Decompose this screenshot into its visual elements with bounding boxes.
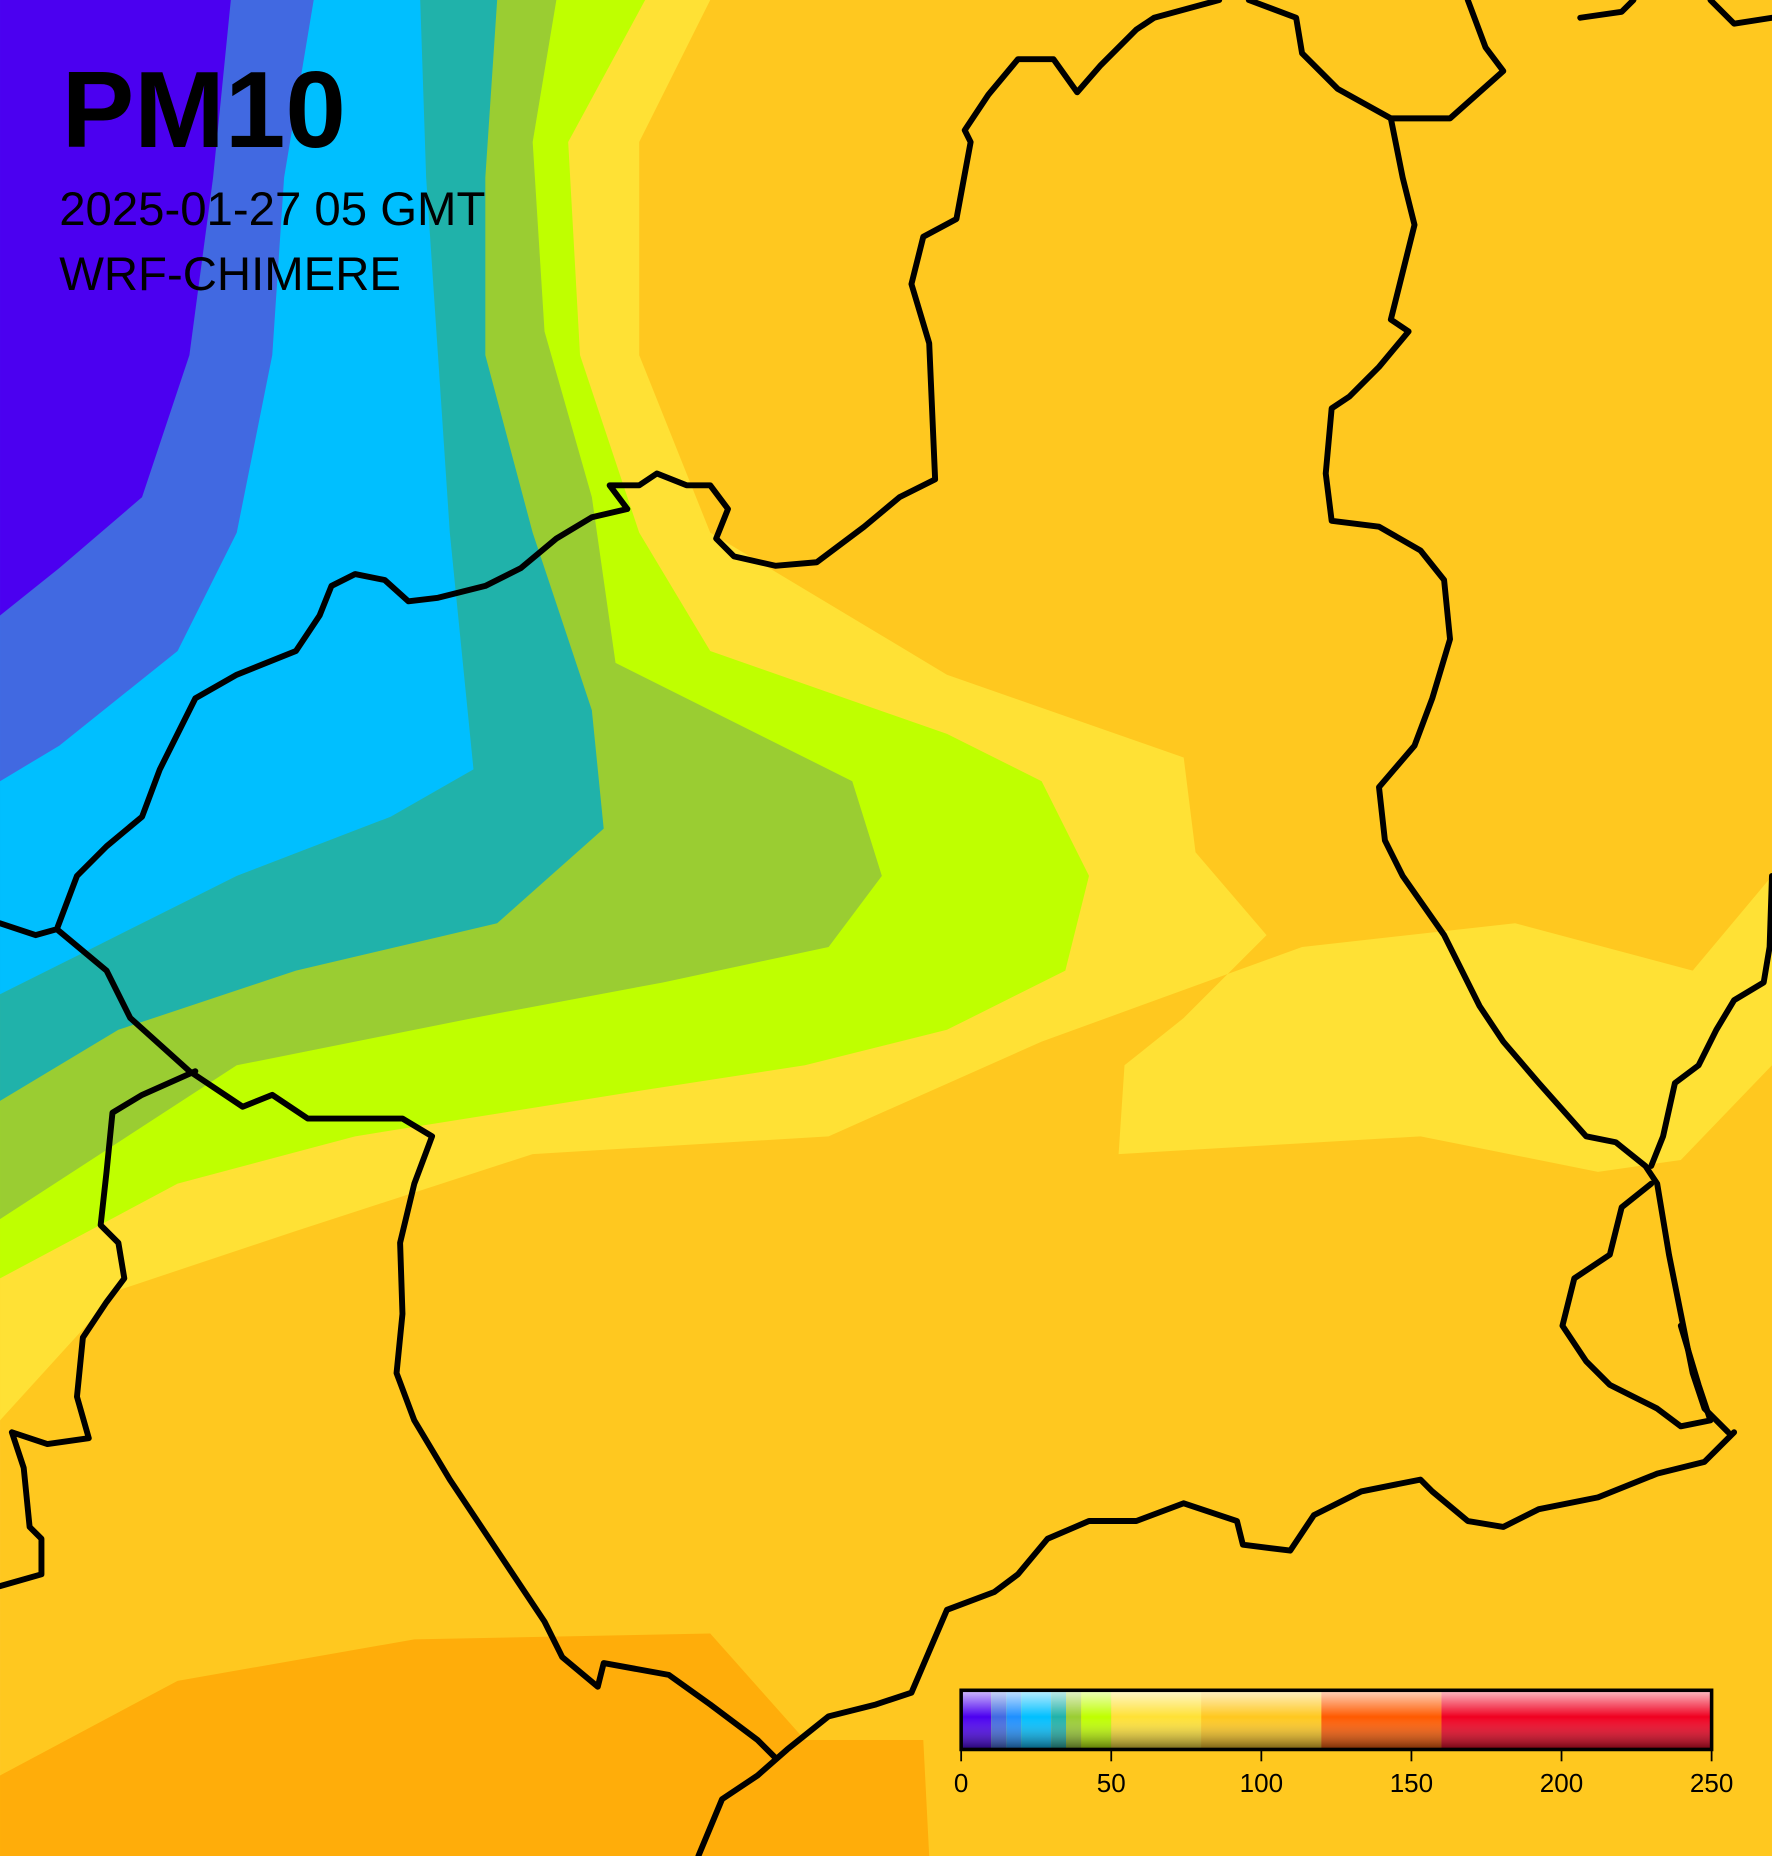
- tick-label: 250: [1690, 1768, 1733, 1798]
- colorbar-shading: [961, 1690, 1712, 1750]
- forecast-time: 2025-01-27 05 GMT: [59, 183, 485, 236]
- colorbar-frame: [959, 1688, 1714, 1752]
- field-band: [0, 0, 231, 616]
- tick-label: 150: [1390, 1768, 1433, 1798]
- map-title: PM10: [62, 49, 346, 171]
- border: [53, 926, 779, 1761]
- border: [1322, 115, 1732, 1436]
- tick-label: 100: [1240, 1768, 1283, 1798]
- tick-label: 50: [1097, 1768, 1126, 1798]
- tick-label: 0: [954, 1768, 968, 1798]
- border: [695, 1429, 1738, 1856]
- model-name: WRF-CHIMERE: [59, 248, 401, 301]
- border: [1577, 0, 1772, 27]
- colorbar: 0 50 100 150 200 250: [954, 1688, 1733, 1798]
- border: [0, 0, 1223, 939]
- field-band: [0, 1633, 930, 1856]
- tick-label: 200: [1540, 1768, 1583, 1798]
- border: [1559, 1180, 1714, 1430]
- border: [1648, 872, 1772, 1169]
- border: [0, 1068, 199, 1590]
